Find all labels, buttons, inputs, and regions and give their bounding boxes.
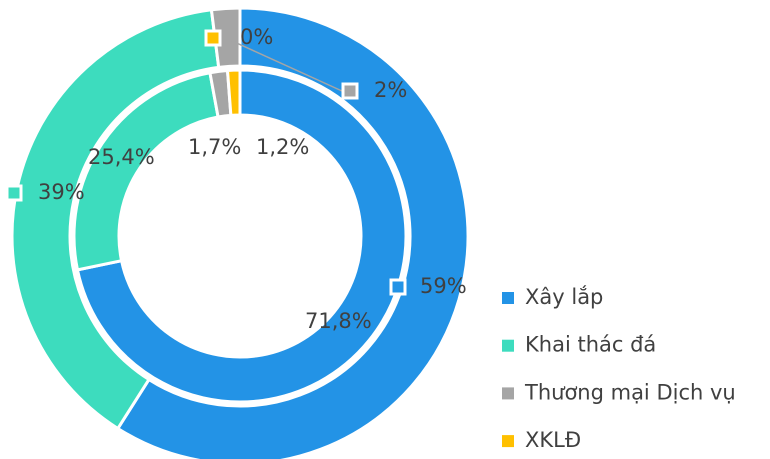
data-label: 2%: [374, 78, 407, 102]
donut-slice: [225, 68, 242, 117]
data-label: 1,2%: [256, 135, 309, 159]
donut-slice: [75, 68, 408, 404]
label-marker: [341, 82, 359, 100]
legend-swatch: [502, 435, 514, 448]
data-label: 71,8%: [305, 309, 372, 333]
label-marker: [204, 29, 222, 47]
legend-swatch: [502, 387, 514, 400]
legend-swatch: [502, 292, 514, 304]
data-label: 0%: [240, 25, 273, 49]
label-marker: [389, 278, 407, 296]
donut-slice: [10, 8, 221, 431]
donut-slice: [115, 6, 470, 459]
data-label: 59%: [420, 274, 467, 298]
legend-label: XKLĐ: [525, 428, 581, 452]
data-label: 25,4%: [88, 145, 155, 169]
leader-line: [229, 39, 343, 92]
label-marker: [5, 184, 23, 202]
legend-label: Khai thác đá: [525, 333, 656, 357]
legend-swatch: [502, 339, 514, 352]
legend-label: Thương mại Dịch vụ: [524, 380, 736, 404]
data-label: 1,7%: [188, 135, 241, 159]
data-label: 39%: [38, 180, 85, 204]
legend-label: Xây lắp: [525, 285, 603, 309]
